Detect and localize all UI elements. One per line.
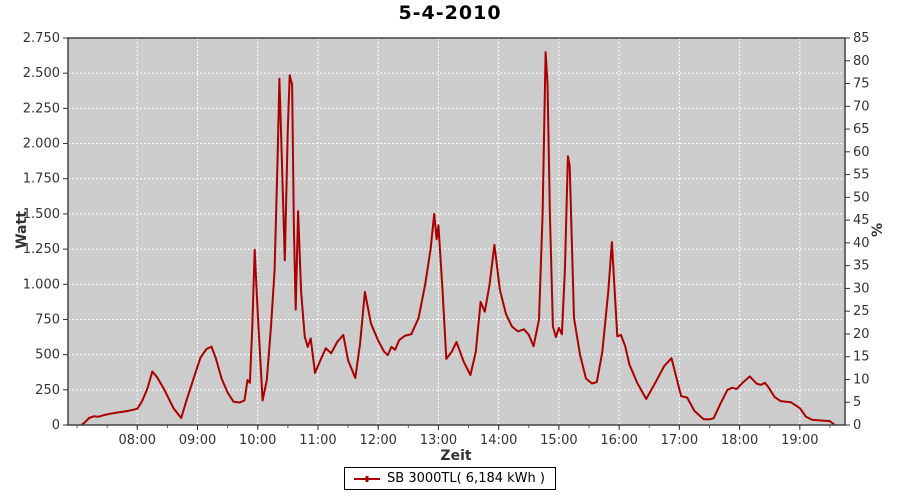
x-axis-tick-label: 09:00 — [179, 433, 216, 448]
x-axis-tick-label: 19:00 — [781, 433, 818, 448]
x-axis-title: Zeit — [440, 448, 472, 464]
x-axis-tick-label: 11:00 — [299, 433, 336, 448]
x-axis-tick-label: 18:00 — [721, 433, 758, 448]
y-axis-right-tick-label: 60 — [853, 145, 870, 160]
y-axis-left-tick-label: 750 — [35, 312, 60, 327]
y-axis-left-tick-label: 1.250 — [23, 242, 60, 257]
y-axis-left-tick-label: 1.000 — [23, 277, 60, 292]
y-axis-left-tick-label: 2.750 — [23, 31, 60, 46]
legend-series-label: SB 3000TL( 6,184 kWh ) — [387, 471, 545, 486]
y-axis-right-tick-label: 80 — [853, 54, 870, 69]
x-axis-tick-label: 13:00 — [420, 433, 457, 448]
y-axis-left-tick-label: 250 — [35, 383, 60, 398]
x-axis-tick-label: 08:00 — [119, 433, 156, 448]
y-axis-title-left: Watt — [14, 211, 30, 249]
x-axis-tick-label: 16:00 — [600, 433, 637, 448]
y-axis-right-tick-label: 35 — [853, 259, 870, 274]
y-axis-right-tick-label: 75 — [853, 77, 870, 92]
series-line — [80, 51, 836, 426]
y-axis-right-tick-label: 30 — [853, 281, 870, 296]
y-axis-left-tick-label: 0 — [52, 418, 60, 433]
y-axis-right-tick-label: 15 — [853, 350, 870, 365]
y-axis-left-tick-label: 1.750 — [23, 172, 60, 187]
y-axis-right-tick-label: 10 — [853, 372, 870, 387]
plot-border — [67, 37, 846, 426]
legend-box: SB 3000TL( 6,184 kWh ) — [344, 467, 556, 490]
y-axis-right-tick-label: 70 — [853, 99, 870, 114]
y-axis-right-tick-label: 50 — [853, 190, 870, 205]
x-axis-tick-label: 12:00 — [359, 433, 396, 448]
y-axis-right-tick-label: 25 — [853, 304, 870, 319]
y-axis-left-tick-label: 500 — [35, 348, 60, 363]
x-axis-tick-label: 15:00 — [540, 433, 577, 448]
y-axis-left-tick-label: 2.000 — [23, 137, 60, 152]
y-axis-right-tick-label: 5 — [853, 395, 861, 410]
y-axis-left-tick-label: 2.250 — [23, 101, 60, 116]
legend-line-swatch — [354, 475, 381, 482]
y-axis-right-tick-label: 45 — [853, 213, 870, 228]
chart-title: 5-4-2010 — [398, 2, 502, 24]
y-axis-right-tick-label: 0 — [853, 418, 861, 433]
y-axis-right-tick-label: 55 — [853, 168, 870, 183]
y-axis-left-tick-label: 1.500 — [23, 207, 60, 222]
y-axis-right-tick-label: 20 — [853, 327, 870, 342]
y-axis-right-tick-label: 65 — [853, 122, 870, 137]
legend: SB 3000TL( 6,184 kWh ) — [0, 467, 900, 490]
y-axis-right-tick-label: 40 — [853, 236, 870, 251]
x-axis-tick-label: 10:00 — [239, 433, 276, 448]
x-axis-tick-label: 17:00 — [661, 433, 698, 448]
y-axis-left-tick-label: 2.500 — [23, 66, 60, 81]
y-axis-title-right: % — [870, 222, 886, 238]
x-axis-tick-label: 14:00 — [480, 433, 517, 448]
y-axis-right-tick-label: 85 — [853, 31, 870, 46]
plot-background — [68, 38, 845, 425]
